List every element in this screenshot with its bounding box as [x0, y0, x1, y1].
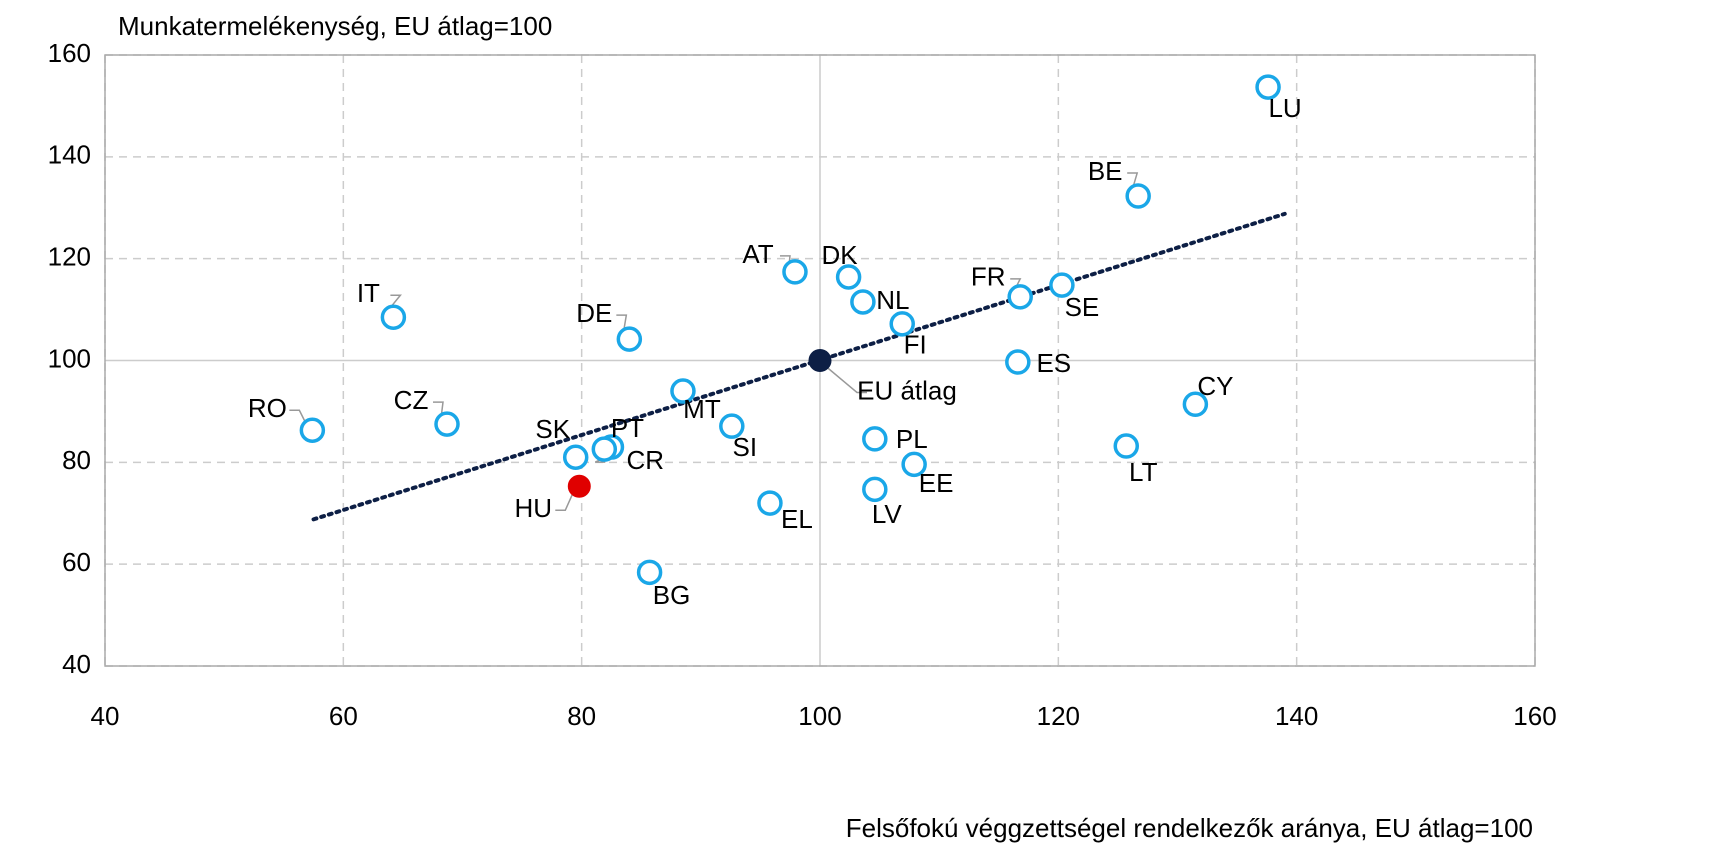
- point: [1049, 272, 1075, 298]
- point: [835, 264, 862, 290]
- y-tick-label: 40: [62, 649, 91, 679]
- point-label: SK: [535, 414, 570, 444]
- chart-title: Munkatermelékenység, EU átlag=100: [118, 11, 552, 41]
- point: [591, 436, 618, 462]
- point-label: CY: [1197, 371, 1233, 401]
- point-label: HU: [515, 493, 553, 523]
- point-label: SI: [733, 432, 758, 462]
- point-label: PT: [611, 413, 644, 443]
- point-label: FI: [904, 330, 927, 360]
- point-label: EL: [781, 504, 813, 534]
- point-label: NL: [876, 285, 909, 315]
- point: [850, 289, 876, 315]
- point-label: LU: [1268, 93, 1301, 123]
- point-label: ES: [1036, 348, 1071, 378]
- y-tick-label: 100: [48, 343, 91, 373]
- leader-line: [289, 409, 308, 425]
- point-label: BE: [1088, 156, 1123, 186]
- point-label: LV: [872, 499, 903, 529]
- x-tick-label: 120: [1037, 701, 1080, 731]
- point: [299, 417, 326, 444]
- point: [1005, 349, 1031, 375]
- leader-line: [555, 491, 574, 512]
- point-label: DK: [822, 240, 859, 270]
- point-label: RO: [248, 393, 287, 423]
- point: [901, 451, 927, 478]
- point-label: EU átlag: [857, 375, 957, 405]
- point-label: MT: [683, 394, 721, 424]
- point: [1125, 183, 1151, 209]
- leader-line: [825, 365, 867, 394]
- point: [562, 444, 589, 470]
- x-tick-label: 60: [329, 701, 358, 731]
- y-tick-label: 80: [62, 445, 91, 475]
- point: [808, 349, 832, 372]
- y-tick-label: 160: [48, 38, 91, 68]
- point: [434, 411, 460, 437]
- x-axis-title: Felsőfokú véggzettségel rendelkezők arán…: [846, 813, 1533, 843]
- point: [1007, 284, 1033, 310]
- point: [380, 304, 407, 330]
- leader-line: [616, 314, 628, 334]
- point: [889, 311, 915, 337]
- x-tick-label: 100: [798, 701, 841, 731]
- point-label: EE: [919, 468, 954, 498]
- point: [862, 476, 888, 503]
- point: [636, 559, 663, 586]
- y-tick-label: 140: [48, 140, 91, 170]
- point-label: FR: [971, 262, 1006, 292]
- point-label: PL: [896, 424, 928, 454]
- point-label: BG: [653, 580, 691, 610]
- point-label: AT: [742, 239, 773, 269]
- y-tick-label: 60: [62, 547, 91, 577]
- point-label: LT: [1129, 457, 1158, 487]
- point-label: SE: [1065, 292, 1100, 322]
- x-tick-label: 160: [1513, 701, 1556, 731]
- point: [567, 474, 591, 498]
- x-tick-label: 80: [567, 701, 596, 731]
- plot-border: [104, 54, 1536, 667]
- y-tick-label: 120: [48, 242, 91, 272]
- point: [757, 490, 783, 516]
- point-label: DE: [576, 298, 612, 328]
- x-tick-label: 140: [1275, 701, 1318, 731]
- point: [862, 426, 888, 452]
- trendline: [311, 211, 1287, 522]
- point: [1113, 433, 1140, 459]
- point-label: IT: [357, 278, 380, 308]
- x-tick-label: 40: [91, 701, 120, 731]
- point: [782, 259, 808, 285]
- point: [670, 378, 696, 404]
- point: [1182, 391, 1209, 418]
- point-label: CR: [627, 445, 665, 475]
- point: [719, 413, 745, 439]
- point: [1255, 74, 1281, 100]
- point: [616, 326, 643, 352]
- point-label: CZ: [394, 385, 429, 415]
